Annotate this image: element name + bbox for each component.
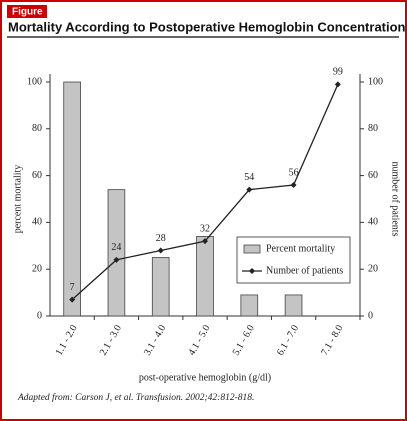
chart-title: Mortality According to Postoperative Hem…	[8, 19, 406, 34]
point	[246, 186, 253, 193]
legend-label: Percent mortality	[266, 243, 335, 254]
data-label: 7	[70, 282, 75, 293]
y2-tick-label: 80	[368, 123, 378, 134]
data-label: 28	[156, 233, 166, 244]
data-label: 24	[111, 242, 121, 253]
y2-tick-label: 40	[368, 217, 378, 228]
y-tick-label: 40	[32, 217, 42, 228]
data-label: 54	[244, 172, 254, 183]
legend-swatch	[243, 244, 261, 254]
data-label: 32	[200, 223, 210, 234]
x-axis-title: post-operative hemoglobin (g/dl)	[139, 372, 271, 383]
legend-marker	[249, 268, 255, 274]
bar	[63, 81, 81, 317]
point	[157, 247, 164, 254]
bar	[107, 189, 126, 317]
legend-label: Number of patients	[266, 265, 343, 276]
y2-tick-label: 0	[368, 310, 373, 321]
y-tick-label: 60	[32, 170, 42, 181]
bar	[240, 294, 259, 317]
y-tick-label: 20	[32, 263, 42, 274]
y-tick-label: 100	[27, 76, 42, 87]
bar	[284, 294, 303, 317]
point	[69, 296, 76, 303]
point	[202, 238, 208, 245]
bar	[196, 236, 214, 317]
figure-tab	[7, 5, 47, 18]
y-tick-label: 80	[32, 123, 42, 134]
bar	[151, 257, 170, 317]
data-label: 56	[289, 167, 299, 178]
y-axis-title: percent mortality	[12, 165, 23, 234]
y2-tick-label: 60	[368, 170, 378, 181]
source-note: Adapted from: Carson J, et al. Transfusi…	[17, 392, 254, 403]
y2-tick-label: 100	[368, 76, 383, 87]
figure-label: Figure	[12, 7, 43, 18]
y2-axis-title: number of patients	[390, 162, 401, 237]
point	[334, 81, 341, 88]
point	[113, 256, 120, 263]
y2-tick-label: 20	[368, 263, 378, 274]
y-tick-label: 0	[37, 310, 42, 321]
data-label: 99	[333, 67, 343, 78]
point	[290, 181, 297, 188]
